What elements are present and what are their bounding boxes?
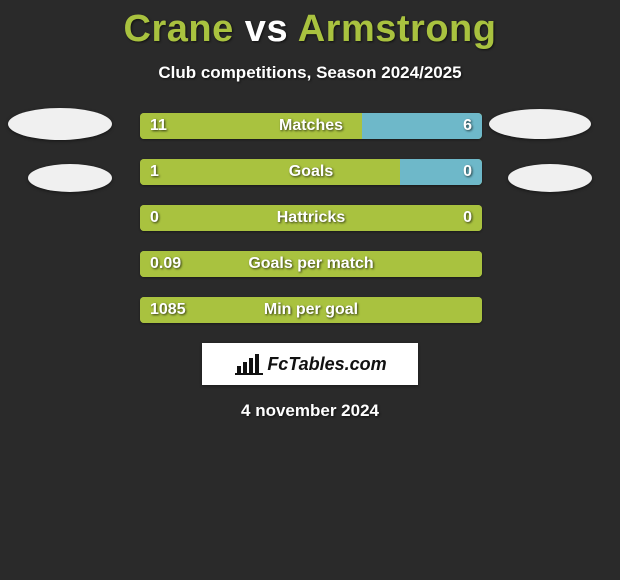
bar-left	[140, 205, 482, 231]
subtitle: Club competitions, Season 2024/2025	[0, 63, 620, 83]
brand-text: FcTables.com	[267, 354, 386, 375]
bar-left	[140, 159, 400, 185]
bar-track	[140, 159, 482, 185]
bar-track	[140, 113, 482, 139]
title-left: Crane	[124, 8, 234, 50]
footer-date: 4 november 2024	[0, 401, 620, 421]
stat-row: Goals10	[0, 159, 620, 185]
title-right: Armstrong	[298, 8, 497, 50]
bar-left	[140, 113, 362, 139]
stat-row: Hattricks00	[0, 205, 620, 231]
bar-track	[140, 297, 482, 323]
stat-row: Min per goal1085	[0, 297, 620, 323]
brand-badge: FcTables.com	[202, 343, 418, 385]
comparison-chart: Matches116 Goals10 Hattricks00 Goals per ma…	[0, 113, 620, 323]
bar-track	[140, 251, 482, 277]
brand-bars-icon	[233, 352, 263, 376]
title-vs: vs	[234, 8, 298, 50]
bar-right	[362, 113, 482, 139]
bar-track	[140, 205, 482, 231]
bar-left	[140, 251, 482, 277]
page-title: Crane vs Armstrong	[0, 8, 620, 51]
bar-left	[140, 297, 482, 323]
bar-right	[400, 159, 482, 185]
stat-row: Goals per match0.09	[0, 251, 620, 277]
stat-row: Matches116	[0, 113, 620, 139]
